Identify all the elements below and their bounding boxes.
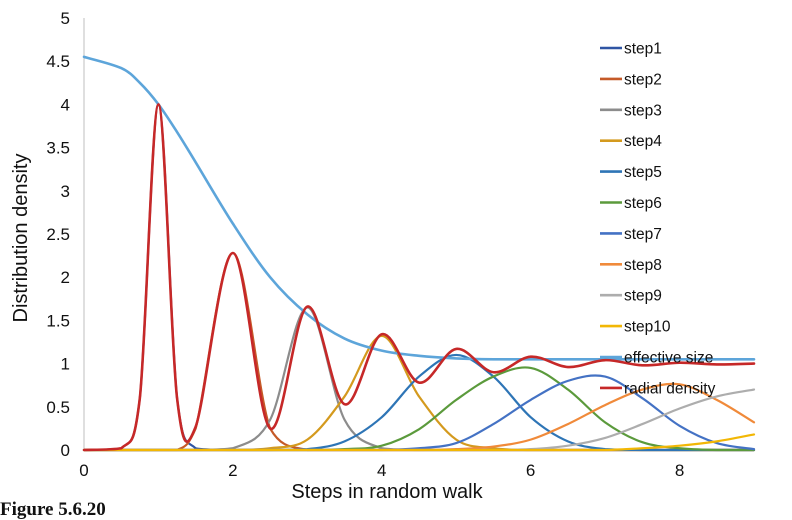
legend: step1 step2 step3 step4 step5 step6 step7 step8… bbox=[600, 41, 716, 397]
legend-label-step9: step9 bbox=[624, 288, 662, 305]
legend-label-step5: step5 bbox=[624, 164, 662, 181]
y-tick-label: 2.5 bbox=[46, 225, 70, 244]
legend-label-effective-size: effective size bbox=[624, 350, 713, 367]
y-tick-label: 5 bbox=[61, 9, 70, 28]
x-tick-label: 8 bbox=[675, 461, 684, 480]
y-axis-title: Distribution density bbox=[10, 154, 32, 323]
y-tick-label: 3 bbox=[61, 182, 70, 201]
y-tick-label: 0.5 bbox=[46, 398, 70, 417]
legend-label-step4: step4 bbox=[624, 133, 662, 150]
x-tick-label: 0 bbox=[79, 461, 88, 480]
y-tick-label: 1.5 bbox=[46, 311, 70, 330]
x-tick-label: 4 bbox=[377, 461, 386, 480]
figure-caption: Figure 5.6.20 bbox=[0, 499, 106, 520]
legend-label-step2: step2 bbox=[624, 71, 662, 88]
x-tick-label: 2 bbox=[228, 461, 237, 480]
legend-label-radial-density: radial density bbox=[624, 380, 716, 397]
legend-label-step1: step1 bbox=[624, 41, 662, 58]
y-tick-label: 4 bbox=[61, 95, 70, 114]
series-line-radial-density bbox=[82, 103, 756, 452]
y-tick-label: 2 bbox=[61, 268, 70, 287]
y-tick-label: 0 bbox=[61, 441, 70, 460]
y-tick-label: 4.5 bbox=[46, 52, 70, 71]
x-axis-title: Steps in random walk bbox=[291, 481, 483, 503]
series-lines bbox=[82, 55, 756, 452]
tick-labels: 0 0.5 1 1.5 2 2.5 3 3.5 4 4.5 5 0 2 4 6 8 bbox=[46, 9, 684, 480]
legend-label-step3: step3 bbox=[624, 102, 662, 119]
series-line-effective-size bbox=[82, 55, 756, 361]
y-tick-label: 3.5 bbox=[46, 139, 70, 158]
legend-label-step8: step8 bbox=[624, 257, 662, 274]
legend-label-step7: step7 bbox=[624, 226, 662, 243]
series-line-step10 bbox=[82, 433, 756, 452]
legend-label-step10: step10 bbox=[624, 319, 671, 336]
legend-label-step6: step6 bbox=[624, 195, 662, 212]
x-tick-label: 6 bbox=[526, 461, 535, 480]
y-tick-label: 1 bbox=[61, 355, 70, 374]
